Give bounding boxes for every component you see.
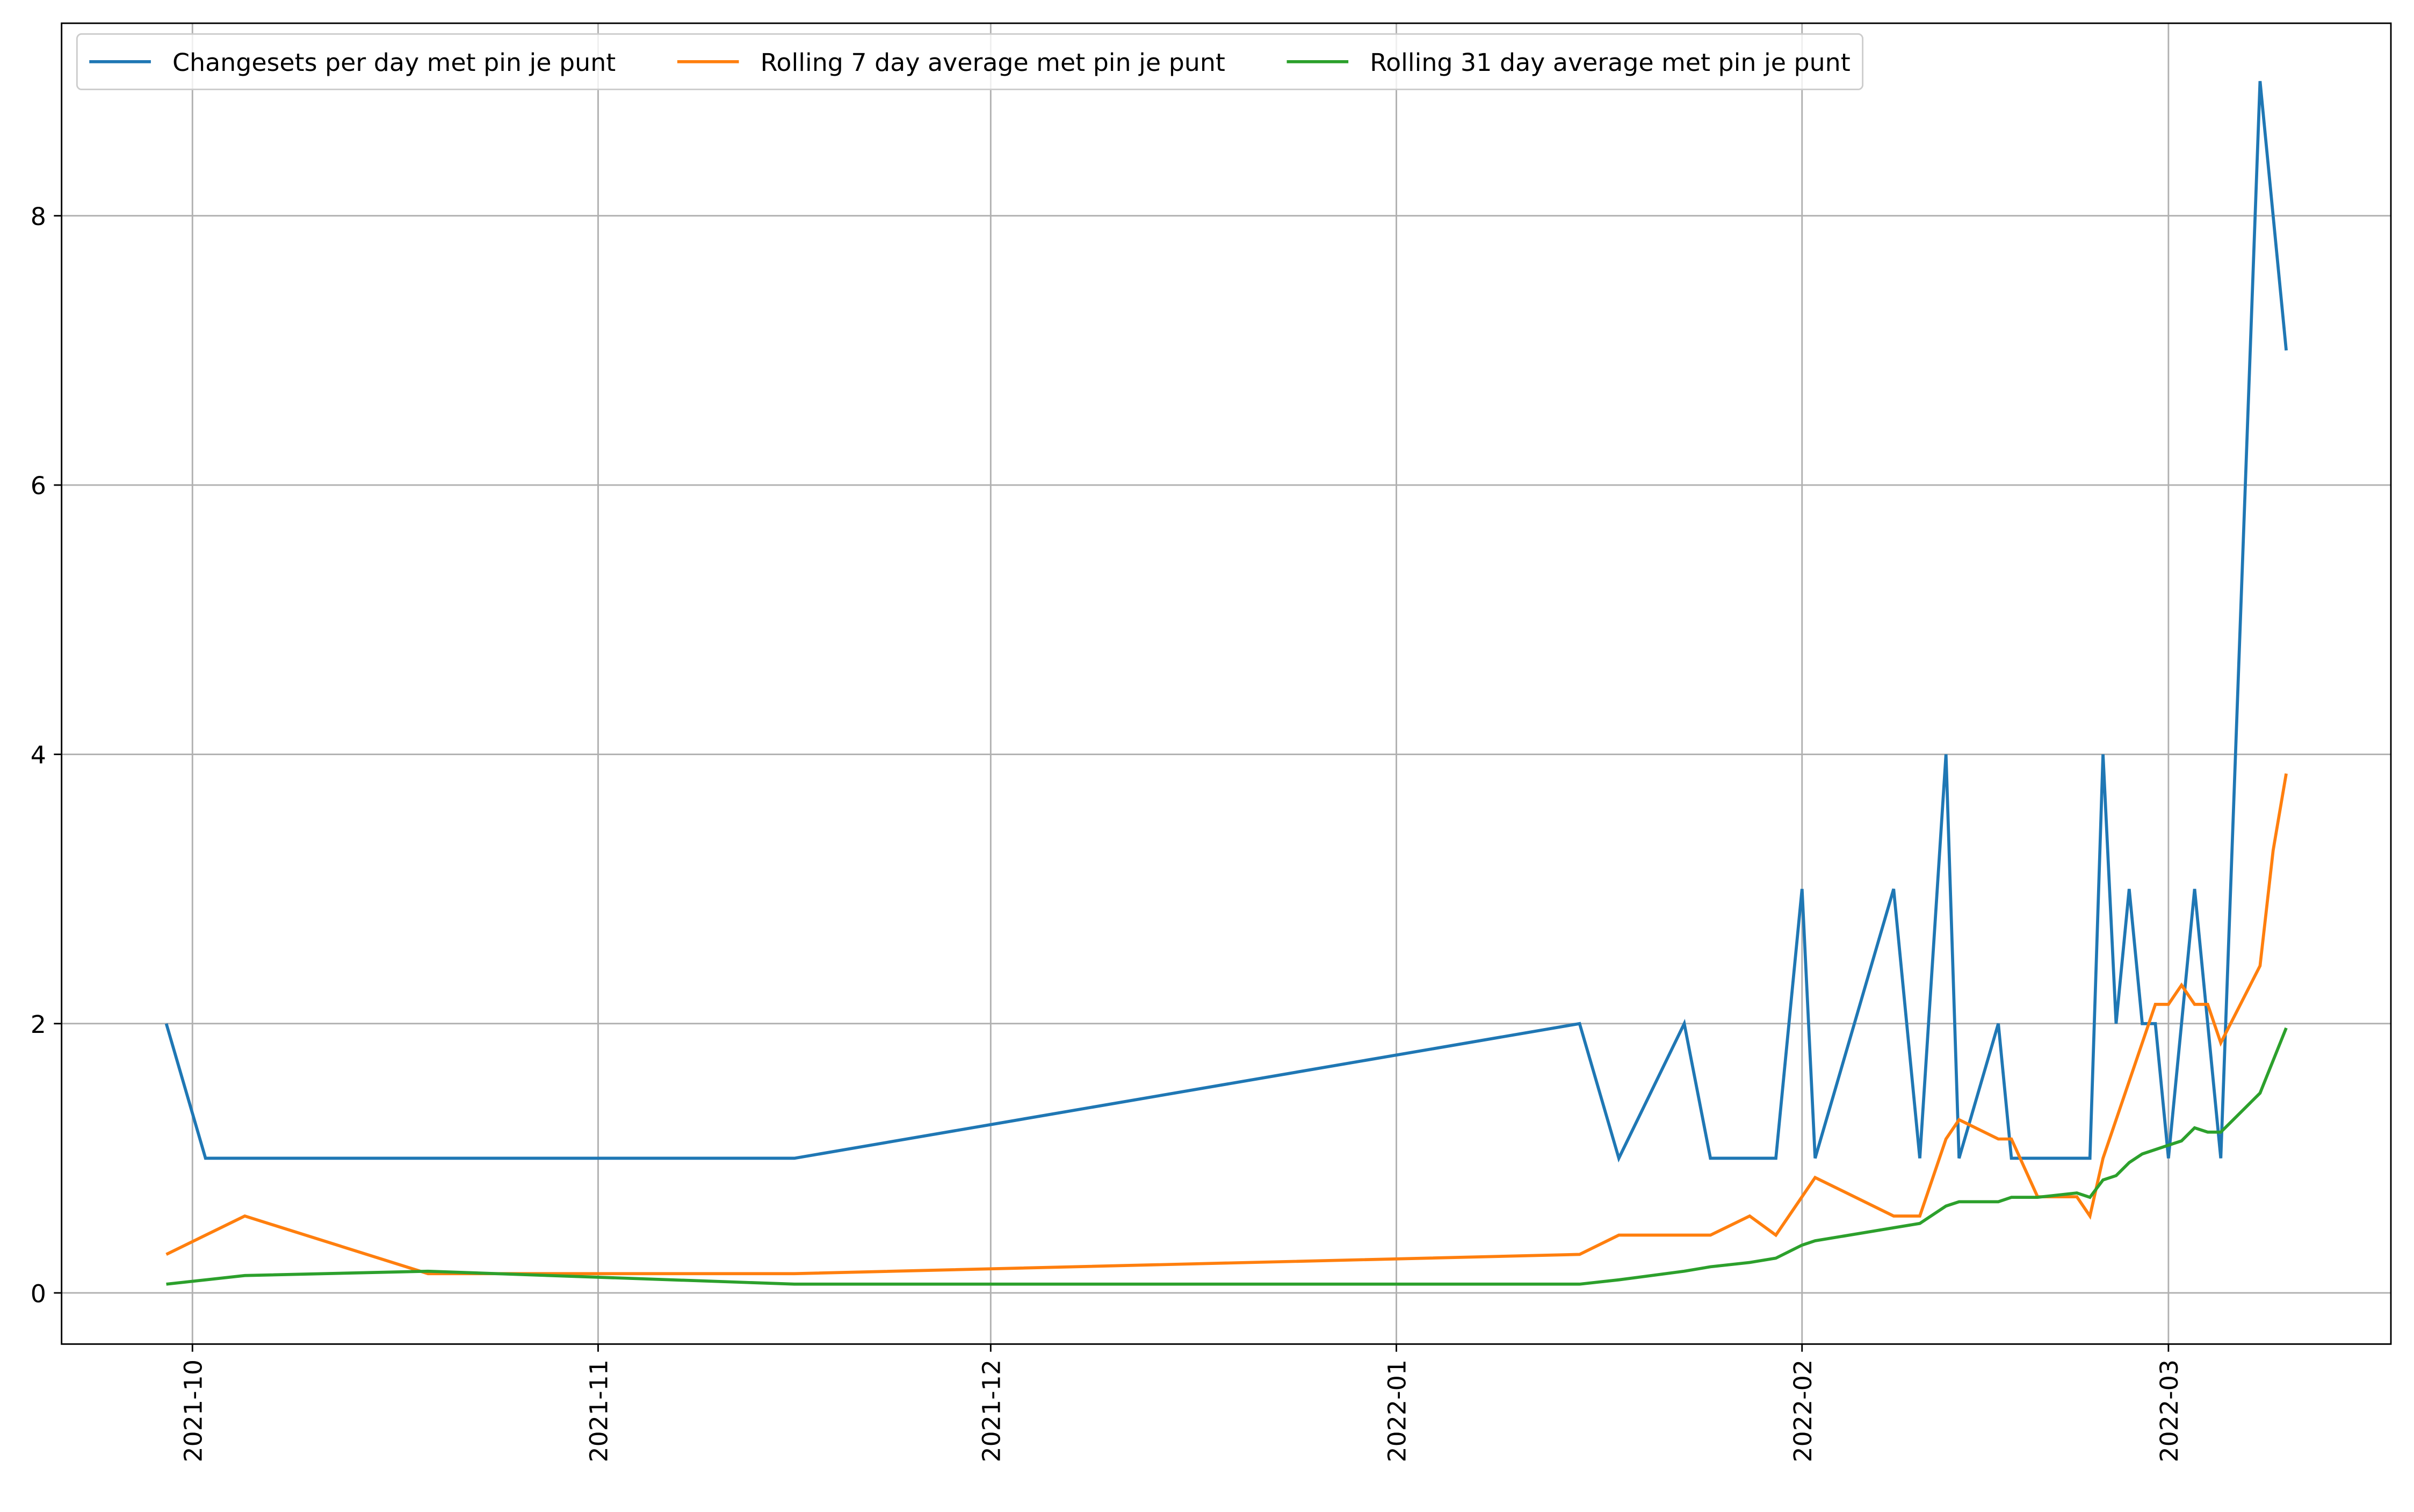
data-line xyxy=(165,773,2288,1276)
plot-frame xyxy=(61,22,2392,1345)
legend-label: Changesets per day met pin je punt xyxy=(172,48,616,77)
legend-label: Rolling 31 day average met pin je punt xyxy=(1370,48,1850,77)
data-line xyxy=(166,1027,2288,1286)
y-tick-label: 8 xyxy=(31,202,46,231)
data-line xyxy=(164,81,2288,1163)
x-tick-label: 2021-10 xyxy=(178,1359,207,1463)
y-tick-label: 6 xyxy=(31,471,46,500)
x-tick-label: 2022-01 xyxy=(1383,1359,1412,1463)
x-tick-label: 2021-12 xyxy=(977,1359,1006,1463)
legend: Changesets per day met pin je punt Rollin… xyxy=(76,33,1864,90)
y-tick-label: 4 xyxy=(31,741,46,770)
x-tick-label: 2021-11 xyxy=(584,1359,613,1463)
legend-box xyxy=(76,33,1864,90)
y-tick-label: 0 xyxy=(31,1279,46,1308)
y-tick-label: 2 xyxy=(31,1010,46,1039)
x-tick-label: 2022-03 xyxy=(2155,1359,2184,1463)
x-tick-label: 2022-02 xyxy=(1788,1359,1817,1463)
legend-label: Rolling 7 day average met pin je punt xyxy=(761,48,1225,77)
